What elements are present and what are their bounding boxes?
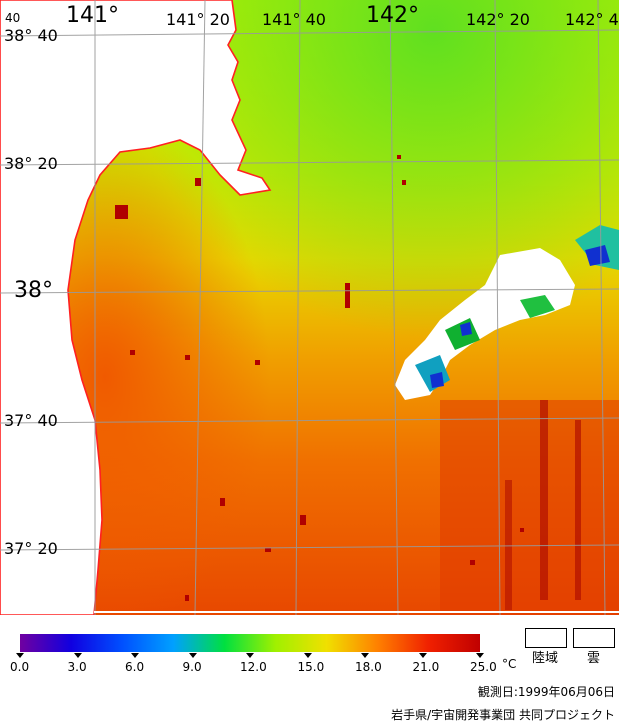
temperature-color-scale [20, 634, 480, 652]
legend-tick-label: 15.0 [297, 660, 325, 674]
lon-label-142-40: 142° 4 [565, 10, 619, 29]
land-swatch [525, 628, 567, 648]
land-legend-label: 陸域 [532, 651, 559, 666]
lon-label-141-20: 141° 20 [166, 10, 230, 29]
lon-label-141-40: 141° 40 [262, 10, 326, 29]
legend-tick-label: 25.0 [470, 660, 497, 674]
legend-tick-mark [246, 653, 254, 658]
legend-tick-mark [73, 653, 82, 658]
legend-tick-mark [476, 653, 484, 658]
legend-tick-mark [361, 653, 369, 658]
land-area [0, 0, 272, 615]
observation-date: 観測日:1999年06月06日 [477, 685, 615, 699]
lon-label-142-20: 142° 20 [466, 10, 530, 29]
legend-tick-mark [303, 653, 312, 658]
lat-label-38-40: 38° 40 [4, 26, 58, 45]
lat-label-38: 38° [14, 278, 53, 303]
lon-label-left-fragment: 40 [5, 11, 21, 25]
legend-tick-label: 21.0 [412, 660, 440, 674]
legend-tick-label: 9.0 [182, 660, 202, 674]
sea-surface-temperature-map [0, 0, 619, 615]
cloud-legend-label: 雲 [587, 651, 601, 666]
lon-label-142: 142° [366, 3, 419, 28]
legend-tick-mark [131, 653, 139, 658]
lat-label-38-20: 38° 20 [4, 154, 58, 173]
legend-tick-label: 0.0 [10, 660, 30, 674]
legend-tick-mark [188, 653, 197, 658]
lat-label-37-20: 37° 20 [4, 539, 58, 558]
legend-tick-mark [16, 653, 24, 658]
graticule [0, 0, 619, 615]
legend-tick-label: 3.0 [67, 660, 87, 674]
legend-tick-label: 12.0 [240, 660, 267, 674]
cloud-swatch [573, 628, 615, 648]
lon-label-141: 141° [66, 3, 119, 28]
legend-tick-mark [418, 653, 427, 658]
legend-unit: °C [502, 657, 517, 671]
credit-text: 岩手県/宇宙開発事業団 共同プロジェクト [391, 708, 615, 722]
legend-tick-label: 6.0 [125, 660, 145, 674]
lat-label-37-40: 37° 40 [4, 411, 58, 430]
legend-tick-label: 18.0 [355, 660, 382, 674]
